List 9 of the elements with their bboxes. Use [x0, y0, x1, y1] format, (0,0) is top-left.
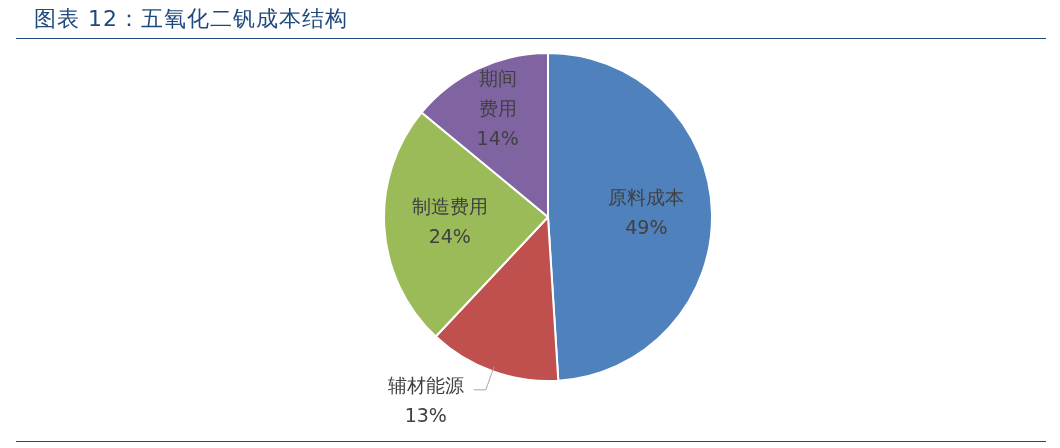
slice-label: 原料成本: [608, 185, 685, 208]
text: 图表 12：五氧化二钒成本结构: [34, 5, 348, 33]
data-label: 24%: [428, 225, 471, 248]
data-label: 14%: [476, 127, 519, 150]
data-label: 49%: [625, 215, 668, 238]
slice-label: 期间费用: [478, 67, 517, 120]
slice-label: 辅材能源: [387, 373, 464, 396]
slice-label: 制造费用: [411, 195, 488, 218]
data-label: 13%: [404, 403, 447, 426]
